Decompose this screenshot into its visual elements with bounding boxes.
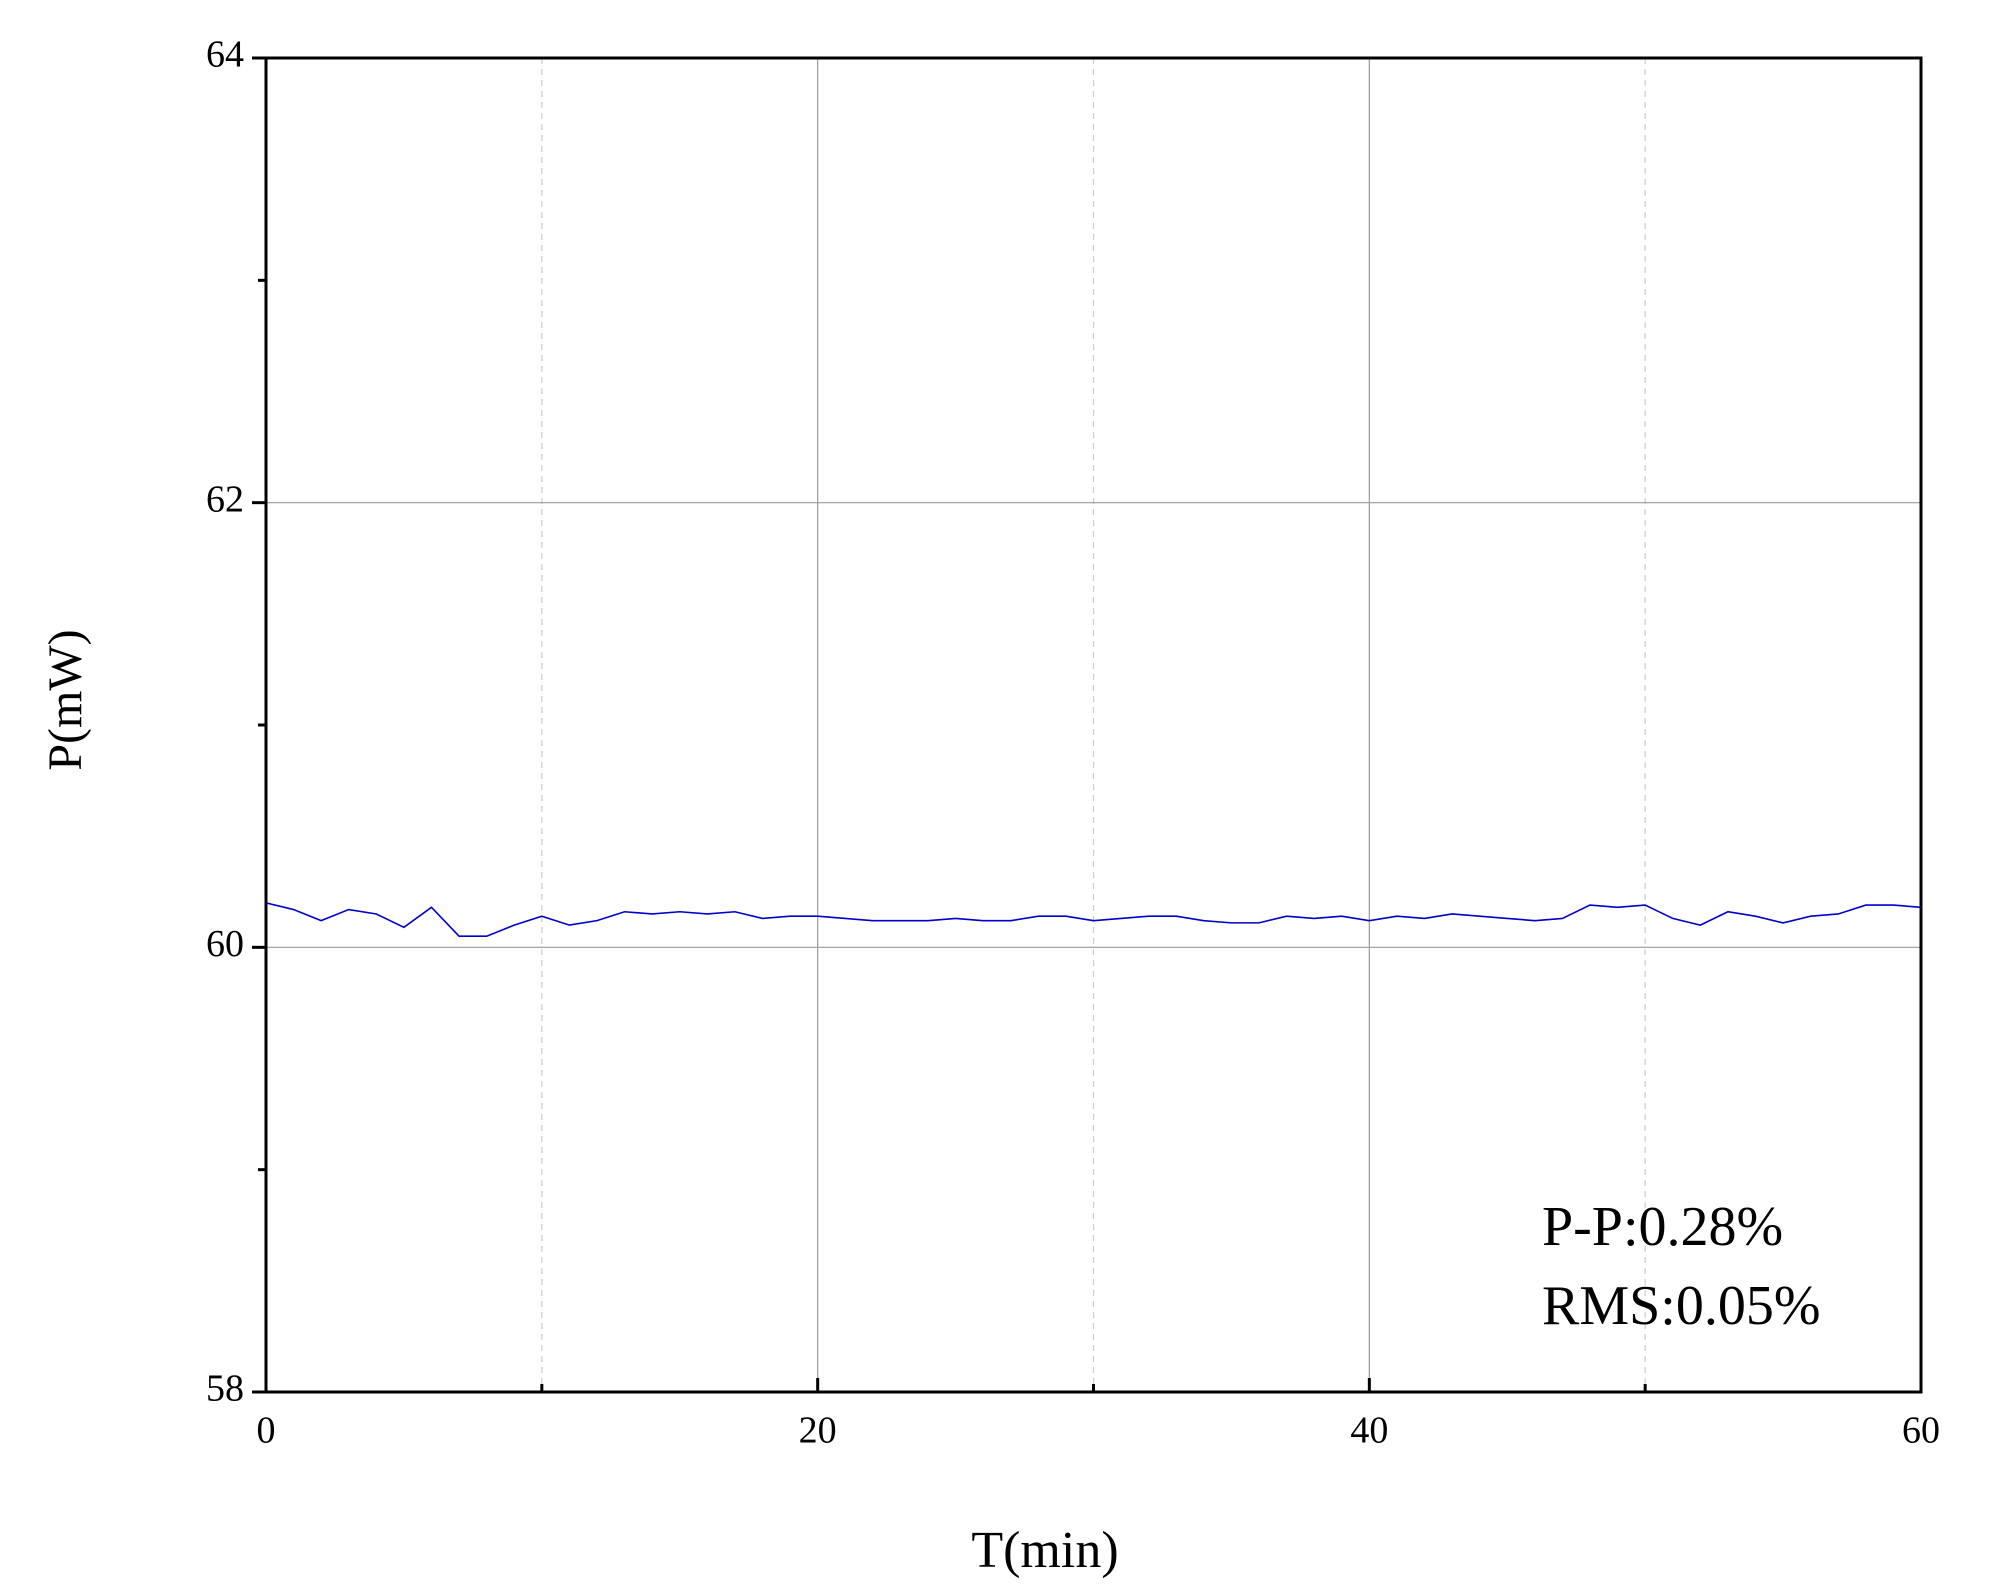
x-tick-label: 20 <box>799 1410 837 1452</box>
data-line <box>265 902 1922 938</box>
annotation: P-P:0.28% <box>1542 1196 1783 1258</box>
plot-frame <box>264 56 1923 1394</box>
x-tick-label: 60 <box>1902 1410 1940 1452</box>
y-tick-label: 58 <box>206 1368 244 1410</box>
y-axis-label: P(mW) <box>39 629 92 770</box>
x-tick-label: 40 <box>1350 1410 1388 1452</box>
y-tick-label: 60 <box>206 923 244 965</box>
annotation: RMS:0.05% <box>1542 1275 1821 1337</box>
y-tick-label: 62 <box>206 478 244 520</box>
x-tick-label: 0 <box>257 1410 276 1452</box>
x-axis-label: T(min) <box>971 1522 1118 1579</box>
y-tick-label: 64 <box>206 34 244 76</box>
